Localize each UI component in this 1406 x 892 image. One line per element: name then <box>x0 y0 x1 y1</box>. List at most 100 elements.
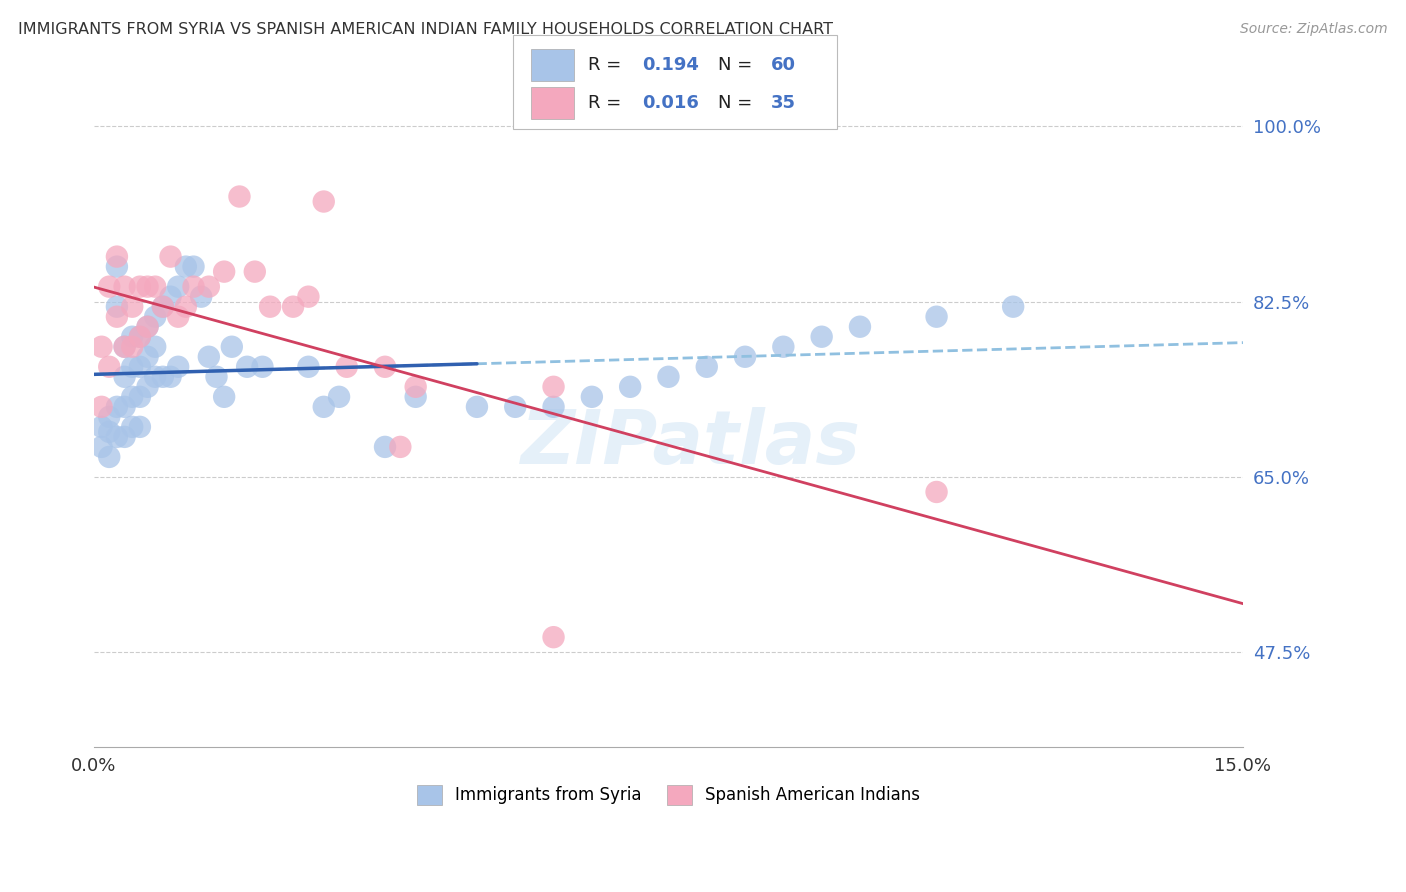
Point <box>543 630 565 644</box>
Point <box>114 369 136 384</box>
Point <box>503 400 526 414</box>
Text: 35: 35 <box>770 94 796 112</box>
Point <box>174 260 197 274</box>
Point <box>121 340 143 354</box>
Text: R =: R = <box>588 56 627 74</box>
Point <box>114 340 136 354</box>
Point <box>136 380 159 394</box>
Point <box>159 250 181 264</box>
Point <box>136 319 159 334</box>
Point <box>312 400 335 414</box>
Text: R =: R = <box>588 94 627 112</box>
Point <box>543 400 565 414</box>
Point <box>159 290 181 304</box>
Point <box>105 300 128 314</box>
Point <box>136 319 159 334</box>
Point <box>143 369 166 384</box>
Point <box>121 300 143 314</box>
Point <box>90 440 112 454</box>
Point <box>174 300 197 314</box>
Point <box>328 390 350 404</box>
Point <box>114 340 136 354</box>
Point <box>128 390 150 404</box>
Point <box>152 369 174 384</box>
Point <box>128 330 150 344</box>
Point <box>105 400 128 414</box>
Point <box>136 279 159 293</box>
Point <box>167 279 190 293</box>
Point <box>98 450 121 464</box>
Point <box>183 260 205 274</box>
Point <box>405 380 427 394</box>
Point <box>90 420 112 434</box>
Point <box>198 279 221 293</box>
Point <box>543 380 565 394</box>
Point <box>105 310 128 324</box>
Point <box>772 340 794 354</box>
Point <box>143 279 166 293</box>
Point <box>183 279 205 293</box>
Point <box>243 265 266 279</box>
Point <box>198 350 221 364</box>
Point <box>281 300 304 314</box>
Text: Source: ZipAtlas.com: Source: ZipAtlas.com <box>1240 22 1388 37</box>
Point <box>105 430 128 444</box>
Point <box>114 279 136 293</box>
Point <box>696 359 718 374</box>
Point <box>105 260 128 274</box>
Point <box>98 359 121 374</box>
Point <box>98 425 121 439</box>
Point <box>465 400 488 414</box>
Point <box>121 420 143 434</box>
Point <box>389 440 412 454</box>
Point <box>212 390 235 404</box>
Point <box>159 369 181 384</box>
Point <box>152 300 174 314</box>
Point <box>143 340 166 354</box>
Point <box>374 440 396 454</box>
Point <box>90 340 112 354</box>
Point <box>190 290 212 304</box>
Point <box>121 330 143 344</box>
Point <box>734 350 756 364</box>
Point <box>121 359 143 374</box>
Point <box>121 390 143 404</box>
Point <box>114 430 136 444</box>
Point <box>657 369 679 384</box>
Point <box>619 380 641 394</box>
Point <box>212 265 235 279</box>
Point <box>90 400 112 414</box>
Point <box>1002 300 1025 314</box>
Point <box>374 359 396 374</box>
Point <box>136 350 159 364</box>
Text: N =: N = <box>717 56 758 74</box>
Point <box>810 330 832 344</box>
Point <box>143 310 166 324</box>
Text: 60: 60 <box>770 56 796 74</box>
Point <box>98 279 121 293</box>
Text: N =: N = <box>717 94 758 112</box>
Point <box>98 409 121 424</box>
Point <box>849 319 872 334</box>
Point <box>128 279 150 293</box>
Point <box>297 290 319 304</box>
Point <box>221 340 243 354</box>
Point <box>228 189 250 203</box>
Point <box>205 369 228 384</box>
Point <box>925 485 948 500</box>
Point <box>252 359 274 374</box>
Point <box>925 310 948 324</box>
Point <box>105 250 128 264</box>
Point <box>581 390 603 404</box>
Point <box>405 390 427 404</box>
Point <box>167 310 190 324</box>
Text: IMMIGRANTS FROM SYRIA VS SPANISH AMERICAN INDIAN FAMILY HOUSEHOLDS CORRELATION C: IMMIGRANTS FROM SYRIA VS SPANISH AMERICA… <box>18 22 834 37</box>
Point <box>336 359 359 374</box>
Point <box>259 300 281 314</box>
Point <box>128 330 150 344</box>
Legend: Immigrants from Syria, Spanish American Indians: Immigrants from Syria, Spanish American … <box>411 778 927 812</box>
Point <box>236 359 259 374</box>
Point <box>297 359 319 374</box>
Point <box>152 300 174 314</box>
Point <box>167 359 190 374</box>
